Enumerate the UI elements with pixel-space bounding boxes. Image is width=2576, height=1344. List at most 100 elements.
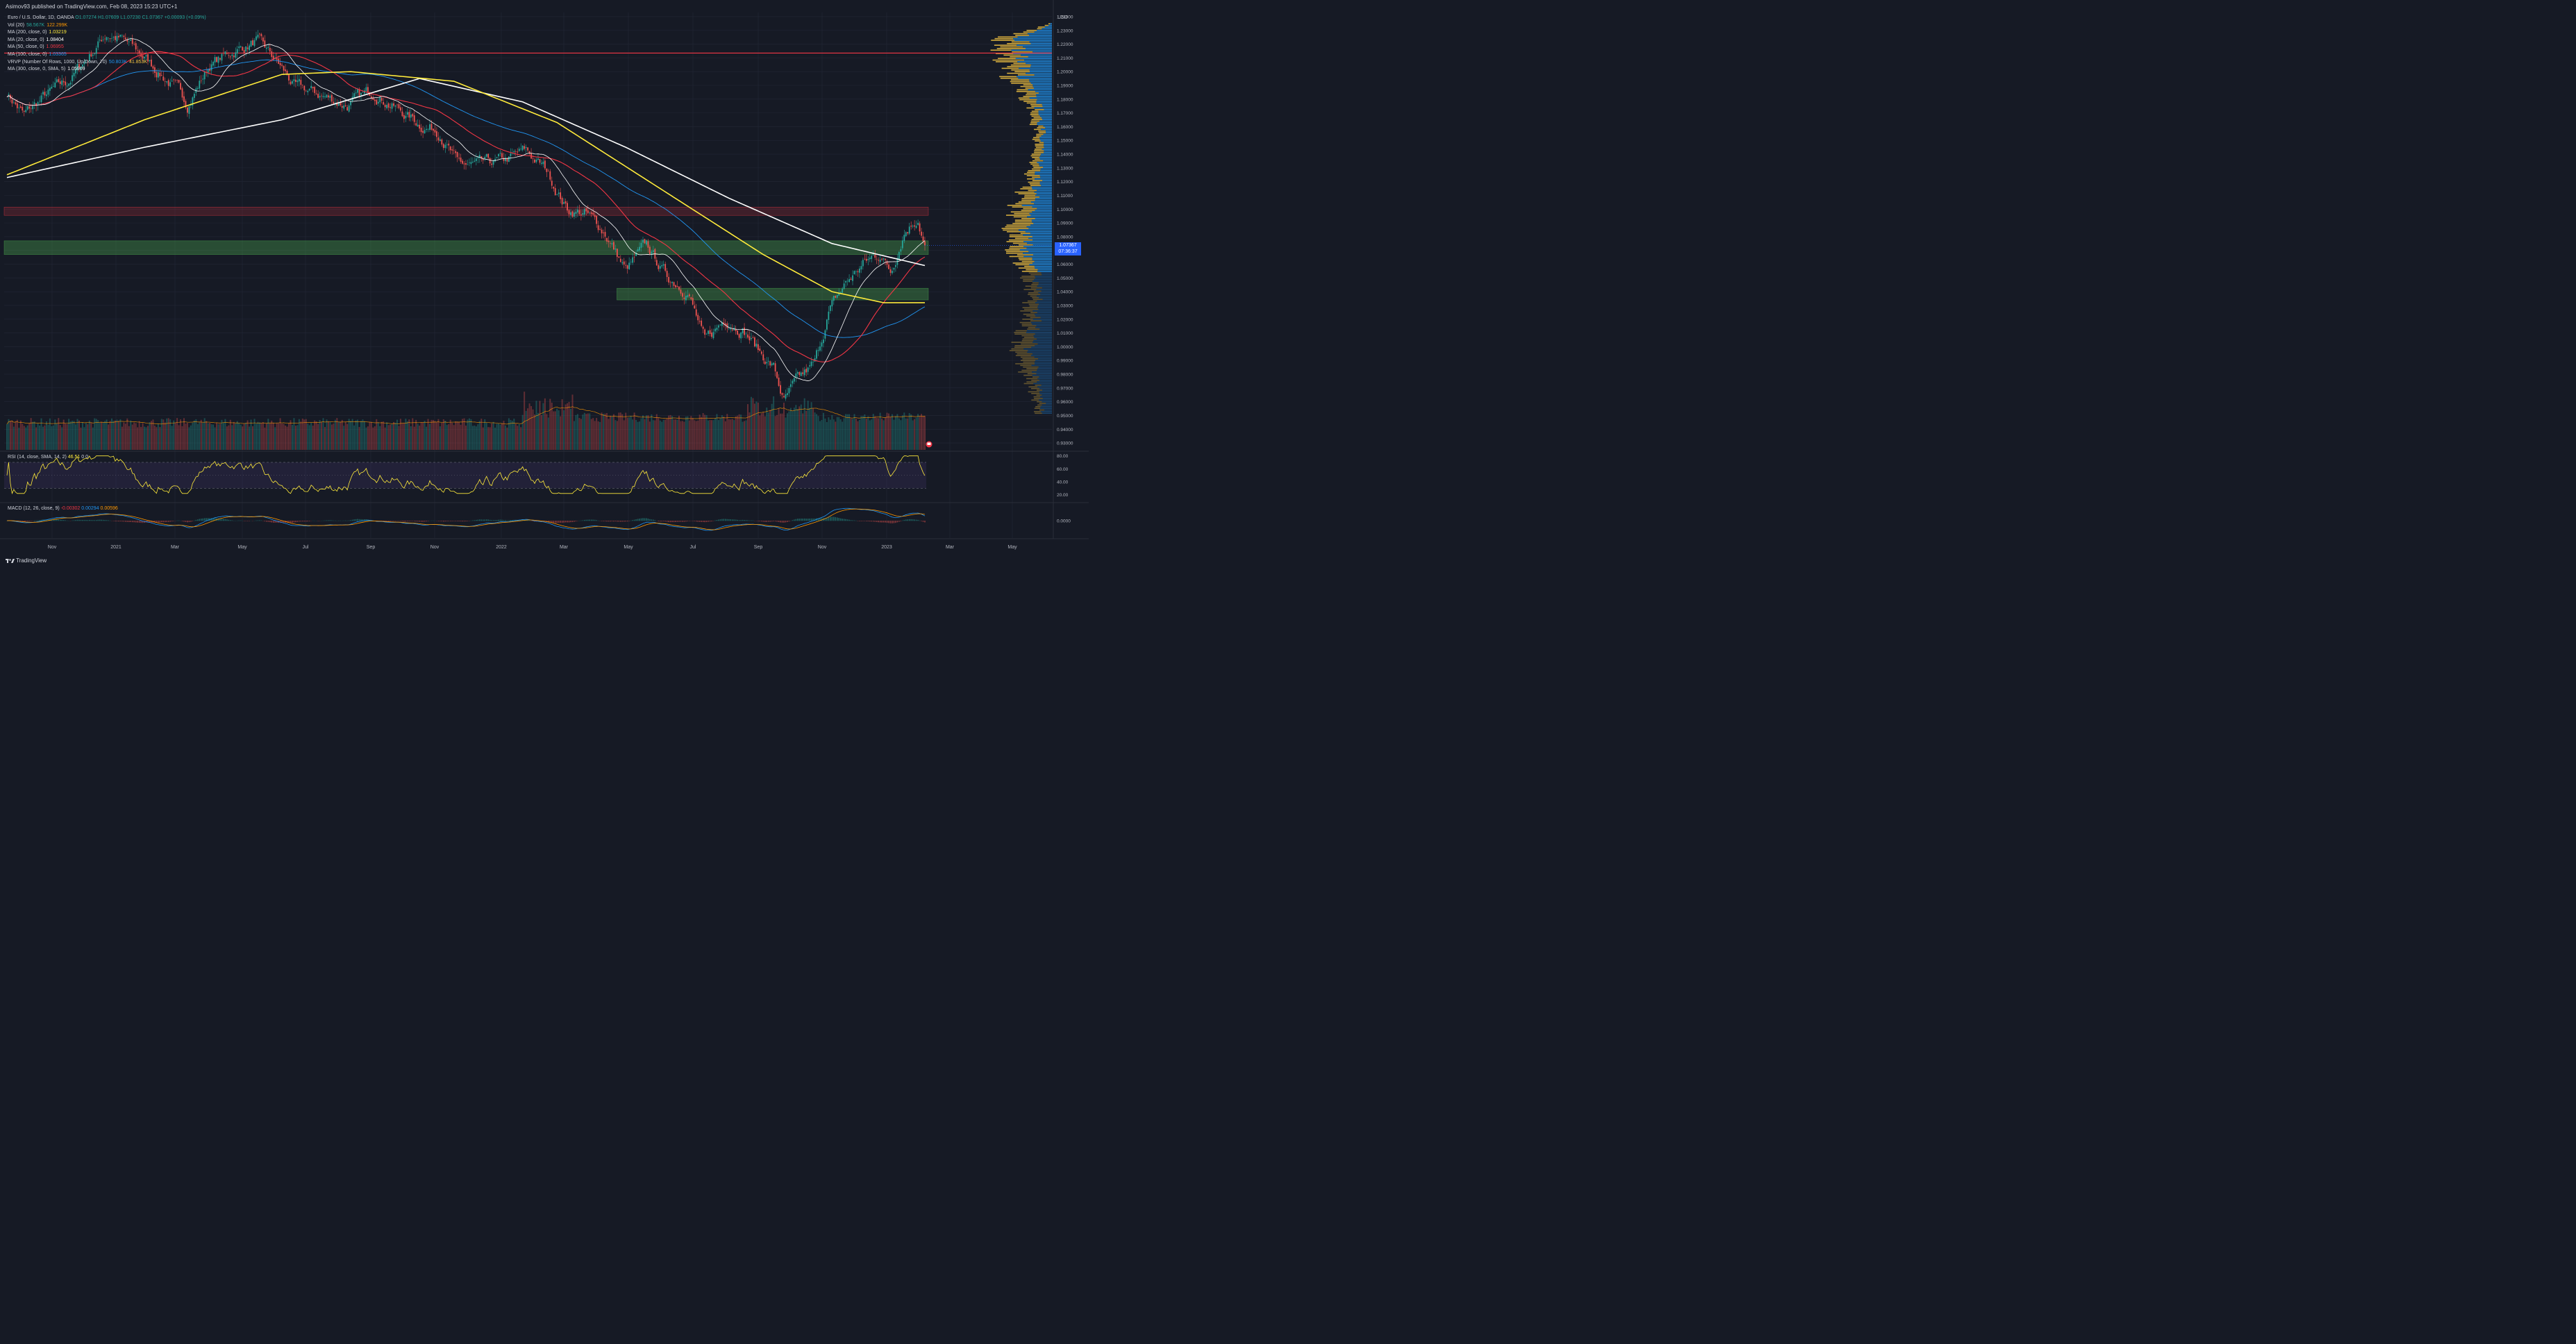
vp-up-bar	[1026, 48, 1052, 49]
legend-row-1[interactable]: MA (200, close, 0) 1.03219	[8, 29, 206, 37]
candle-body	[862, 260, 864, 267]
candle-body	[744, 327, 745, 335]
candle-body	[87, 60, 89, 62]
vp-up-bar	[1018, 77, 1052, 79]
indicator-legend: Euro / U.S. Dollar, 1D, OANDA O1.07274 H…	[8, 15, 206, 74]
candle-body	[914, 225, 916, 227]
vp-down-bar	[1015, 264, 1030, 266]
volume-bar	[212, 424, 215, 450]
candle-body	[683, 297, 685, 299]
legend-row-0[interactable]: Vol (20) 58.567K 122.299K	[8, 22, 206, 30]
volume-bar	[915, 417, 917, 450]
volume-bar	[245, 423, 247, 450]
vp-down-bar	[1033, 290, 1042, 292]
macd-hist-bar	[357, 519, 358, 521]
candle-body	[701, 320, 703, 326]
legend-row-6[interactable]: MA (300, close, 0, SMA, 5) 1.05909	[8, 66, 206, 74]
volume-bar	[68, 419, 70, 450]
macd-signal-line	[6, 508, 926, 530]
macd-hist-bar	[842, 519, 843, 521]
candle-body	[242, 47, 244, 51]
vp-up-bar	[1036, 325, 1052, 327]
candle-body	[795, 373, 797, 378]
candle-body	[169, 82, 172, 87]
volume-bar	[544, 398, 546, 450]
volume-bar	[814, 412, 816, 450]
volume-bar	[147, 426, 149, 450]
symbol-row[interactable]: Euro / U.S. Dollar, 1D, OANDA O1.07274 H…	[8, 15, 206, 22]
macd-hist-bar	[217, 518, 219, 521]
candle-body	[582, 213, 584, 215]
volume-bar	[25, 427, 27, 450]
candle-body	[575, 211, 577, 215]
volume-bar	[293, 418, 295, 450]
last-price-tag[interactable]: 1.07367 07:36:37	[1055, 242, 1081, 255]
vp-down-bar	[1021, 217, 1035, 219]
macd-hist-bar	[647, 518, 649, 521]
candle-body	[119, 34, 122, 37]
vp-up-bar	[1035, 178, 1052, 180]
candle-body	[787, 393, 788, 396]
volume-bar	[666, 418, 668, 450]
volume-bar	[809, 408, 811, 450]
candle-body	[260, 33, 262, 37]
vp-up-bar	[1039, 328, 1052, 330]
volume-bar	[908, 413, 910, 450]
volume-bar	[515, 423, 517, 450]
macd-hist-bar	[807, 519, 809, 521]
macd-hist-bar	[158, 521, 159, 523]
macd-hist-bar	[202, 518, 204, 521]
legend-rows: Vol (20) 58.567K 122.299K MA (200, close, 0…	[8, 22, 206, 74]
volume-bar	[399, 419, 401, 450]
candle-body	[754, 337, 755, 346]
macd-hist-bar	[716, 520, 718, 521]
volume-bar	[786, 413, 788, 450]
candle-body	[685, 296, 687, 301]
vp-up-bar	[1034, 337, 1052, 338]
volume-bar	[16, 419, 18, 450]
candle-body	[773, 362, 775, 365]
macd-hist-bar	[582, 520, 584, 521]
vp-up-bar	[1032, 262, 1052, 264]
macd-hist-bar	[762, 521, 764, 522]
volume-bar	[842, 421, 844, 450]
chart-svg[interactable]: USD1.240001.230001.220001.210001.200001.…	[0, 0, 1089, 568]
vp-down-bar	[1028, 181, 1040, 183]
macd-hist-bar	[745, 520, 747, 521]
candle-body	[738, 334, 740, 338]
price-tick-23: 1.01000	[1057, 331, 1073, 336]
candle-body	[22, 106, 24, 111]
macd-hist-bar	[190, 521, 192, 522]
legend-row-5[interactable]: VRVP (Number Of Rows, 1000, Up/Down, 70)…	[8, 59, 206, 67]
volume-bar	[508, 418, 510, 450]
ohlc-low: L1.07230	[120, 15, 141, 20]
vp-down-bar	[1012, 206, 1032, 208]
volume-bar	[608, 419, 610, 450]
vp-down-bar	[1014, 332, 1027, 333]
macd-hist-bar	[683, 521, 685, 522]
volume-bar	[637, 421, 639, 450]
vp-down-bar	[1029, 183, 1040, 185]
tradingview-logo[interactable]: TradingView	[6, 557, 47, 564]
legend-row-3[interactable]: MA (50, close, 0) 1.06955	[8, 44, 206, 51]
macd-hist-bar	[767, 521, 769, 522]
rsi-title-row[interactable]: RSI (14, close, SMA, 14, 2) 46.51 0 0	[8, 455, 88, 460]
legend-row-2[interactable]: MA (20, close, 0) 1.08404	[8, 37, 206, 44]
macd-hist-bar	[61, 519, 63, 521]
time-tick-12: Nov	[818, 545, 827, 550]
legend-value: 1.03365	[49, 51, 67, 57]
macd-hist-bar	[718, 519, 719, 521]
vp-up-bar	[1030, 83, 1052, 84]
candle-body	[478, 155, 480, 158]
candle-body	[439, 139, 441, 142]
candle-body	[221, 53, 223, 61]
macd-title-row[interactable]: MACD (12, 26, close, 9) -0.00302 0.00294…	[8, 506, 118, 511]
vp-down-bar	[1027, 178, 1035, 180]
candle-body	[619, 258, 621, 262]
legend-row-4[interactable]: MA (100, close, 0) 1.03365	[8, 51, 206, 59]
volume-bar	[32, 421, 34, 450]
candle-body	[694, 305, 696, 309]
volume-bar	[250, 419, 252, 450]
candle-body	[482, 158, 484, 160]
candle-body	[817, 350, 819, 351]
